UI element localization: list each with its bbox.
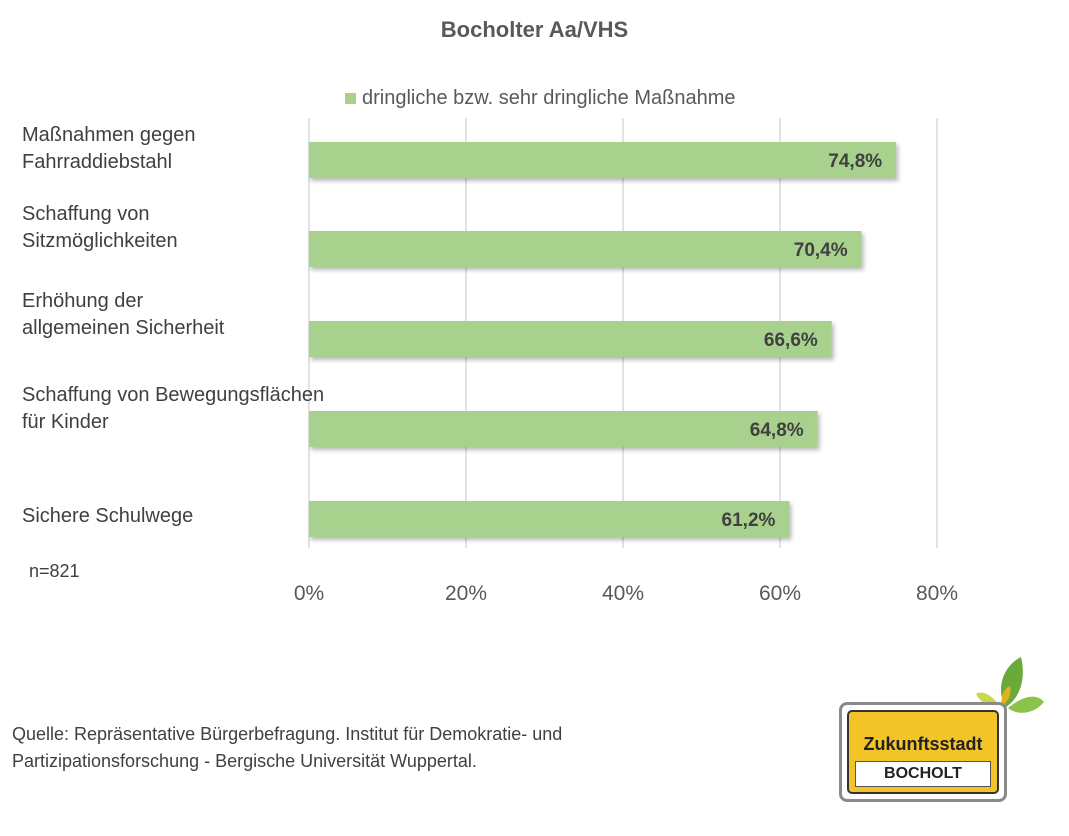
bar-value-label: 64,8% xyxy=(750,420,804,441)
bar xyxy=(309,411,818,447)
bar-value-label: 66,6% xyxy=(764,330,818,351)
legend-swatch xyxy=(345,92,356,104)
category-label: Schaffung von Sitzmöglichkeiten xyxy=(22,203,178,252)
sample-size-note: n=821 xyxy=(29,561,80,581)
bar xyxy=(309,231,862,267)
bar xyxy=(309,501,790,537)
x-tick-label: 20% xyxy=(445,582,487,605)
x-tick-label: 0% xyxy=(294,582,324,605)
bar-value-label: 70,4% xyxy=(794,240,848,261)
x-tick-label: 60% xyxy=(759,582,801,605)
x-tick-label: 80% xyxy=(916,582,958,605)
category-label: Sichere Schulwege xyxy=(22,505,194,527)
logo-line2: BOCHOLT xyxy=(855,761,991,787)
town-sign: Zukunftsstadt BOCHOLT xyxy=(839,702,1007,802)
bar xyxy=(309,321,832,357)
source-text: Quelle: Repräsentative Bürgerbefragung. … xyxy=(12,724,563,771)
chart-legend: dringliche bzw. sehr dringliche Maßnahme xyxy=(345,86,736,110)
legend-label: dringliche bzw. sehr dringliche Maßnahme xyxy=(362,86,736,109)
x-tick-label: 40% xyxy=(602,582,644,605)
bar-value-label: 61,2% xyxy=(722,510,776,531)
category-label: Maßnahmen gegen Fahrraddiebstahl xyxy=(22,124,196,173)
chart-title: Bocholter Aa/VHS xyxy=(440,17,629,42)
bar xyxy=(309,142,897,178)
bar-chart: 0% 20% 40% 60% 80% 74,8% 70,4% 66,6% 64,8% 61,2% xyxy=(294,118,958,605)
logo-line1: Zukunftsstadt xyxy=(863,734,983,754)
category-label: Schaffung von Bewegungsflächen für Kinde… xyxy=(22,384,325,433)
zukunftsstadt-logo: Zukunftsstadt BOCHOLT xyxy=(836,652,1051,812)
bar-value-label: 74,8% xyxy=(828,151,882,172)
category-label: Erhöhung der allgemeinen Sicherheit xyxy=(22,290,225,339)
